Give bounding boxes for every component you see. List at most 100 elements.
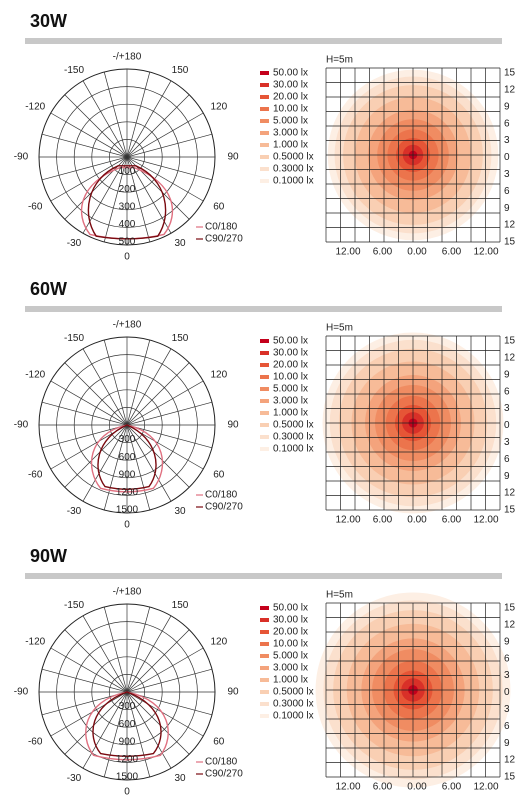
radial-label: 600 (119, 719, 136, 730)
y-label: 0 (504, 420, 510, 431)
angle-label: -90 (14, 420, 29, 431)
legend-swatch (260, 71, 269, 75)
x-label: 12.00 (335, 782, 360, 793)
radial-label: 300 (119, 434, 136, 445)
y-label: 6 (504, 653, 510, 664)
legend-label: 1.000 lx (273, 408, 308, 419)
legend-swatch (260, 678, 269, 682)
legend-label: 0.5000 lx (273, 687, 314, 698)
angle-label: -30 (67, 238, 82, 249)
angle-label: 0 (124, 787, 130, 798)
y-label: 9 (504, 203, 510, 214)
radial-label: 500 (119, 237, 136, 248)
legend-label: 0.3000 lx (273, 164, 314, 175)
x-label: 6.00 (373, 515, 393, 526)
legend-swatch (260, 387, 269, 391)
x-label: 6.00 (442, 515, 462, 526)
legend-label: C0/180 (205, 490, 238, 501)
legend-label: 5.000 lx (273, 651, 308, 662)
y-label: 9 (504, 471, 510, 482)
angle-label: 150 (172, 65, 189, 76)
y-label: 3 (504, 135, 510, 146)
y-label: 6 (504, 454, 510, 465)
legend-label: 5.000 lx (273, 116, 308, 127)
angle-label: -90 (14, 152, 29, 163)
height-label: H=5m (326, 323, 353, 334)
radial-label: 1200 (116, 754, 139, 765)
angle-label: -60 (28, 470, 43, 481)
legend-swatch (260, 119, 269, 123)
angle-label: 90 (227, 152, 239, 163)
x-label: 12.00 (473, 247, 498, 258)
x-label: 6.00 (442, 247, 462, 258)
legend-swatch (260, 447, 269, 451)
legend-label: 0.1000 lx (273, 176, 314, 187)
y-label: 12 (504, 85, 516, 96)
angle-label: -/+180 (113, 587, 142, 598)
radial-label: 300 (119, 201, 136, 212)
angle-label: -30 (67, 773, 82, 784)
angle-label: -/+180 (113, 320, 142, 331)
y-label: 6 (504, 721, 510, 732)
section-title: 60W (30, 279, 67, 299)
light-curve (97, 424, 157, 490)
y-label: 6 (504, 186, 510, 197)
divider (25, 38, 502, 44)
angle-label: -60 (28, 737, 43, 748)
section: 90W-/+180-150 150-120 120-90 90-60 60-30 3003… (14, 546, 516, 798)
y-label: 3 (504, 670, 510, 681)
y-label: 12 (504, 220, 516, 231)
legend-label: 50.00 lx (273, 603, 308, 614)
x-label: 0.00 (407, 515, 427, 526)
y-label: 15 (504, 603, 516, 614)
legend-label: 0.3000 lx (273, 432, 314, 443)
radial-label: 600 (119, 452, 136, 463)
legend-swatch (260, 167, 269, 171)
radial-label: 900 (119, 469, 136, 480)
y-label: 9 (504, 101, 510, 112)
angle-label: 120 (210, 637, 227, 648)
legend-swatch (260, 702, 269, 706)
x-label: 6.00 (373, 247, 393, 258)
angle-label: 0 (124, 520, 130, 531)
legend-swatch (260, 399, 269, 403)
radial-label: 100 (119, 166, 136, 177)
legend-label: 30.00 lx (273, 80, 308, 91)
angle-label: -150 (64, 65, 84, 76)
y-label: 3 (504, 169, 510, 180)
x-label: 12.00 (335, 247, 360, 258)
radial-label: 1500 (116, 505, 139, 516)
legend-swatch (260, 351, 269, 355)
y-label: 15 (504, 772, 516, 783)
light-curve (90, 424, 164, 493)
polar-spoke (103, 71, 151, 243)
angle-label: 30 (174, 238, 186, 249)
legend-swatch (260, 179, 269, 183)
legend-swatch (260, 654, 269, 658)
y-label: 15 (504, 505, 516, 516)
legend-label: C90/270 (205, 502, 243, 513)
legend-label: C0/180 (205, 222, 238, 233)
x-label: 0.00 (407, 247, 427, 258)
legend-label: 50.00 lx (273, 336, 308, 347)
angle-label: 90 (227, 687, 239, 698)
y-label: 6 (504, 118, 510, 129)
y-label: 15 (504, 237, 516, 248)
legend-label: 50.00 lx (273, 68, 308, 79)
y-label: 0 (504, 687, 510, 698)
legend-label: 30.00 lx (273, 348, 308, 359)
y-label: 9 (504, 636, 510, 647)
legend-swatch (260, 423, 269, 427)
legend-label: C0/180 (205, 757, 238, 768)
light-curve (87, 165, 167, 240)
angle-label: -/+180 (113, 52, 142, 63)
angle-label: 90 (227, 420, 239, 431)
legend-label: C90/270 (205, 769, 243, 780)
radial-label: 300 (119, 701, 136, 712)
legend-label: 20.00 lx (273, 92, 308, 103)
legend-label: 10.00 lx (273, 639, 308, 650)
legend-swatch (260, 339, 269, 343)
legend-label: 1.000 lx (273, 675, 308, 686)
